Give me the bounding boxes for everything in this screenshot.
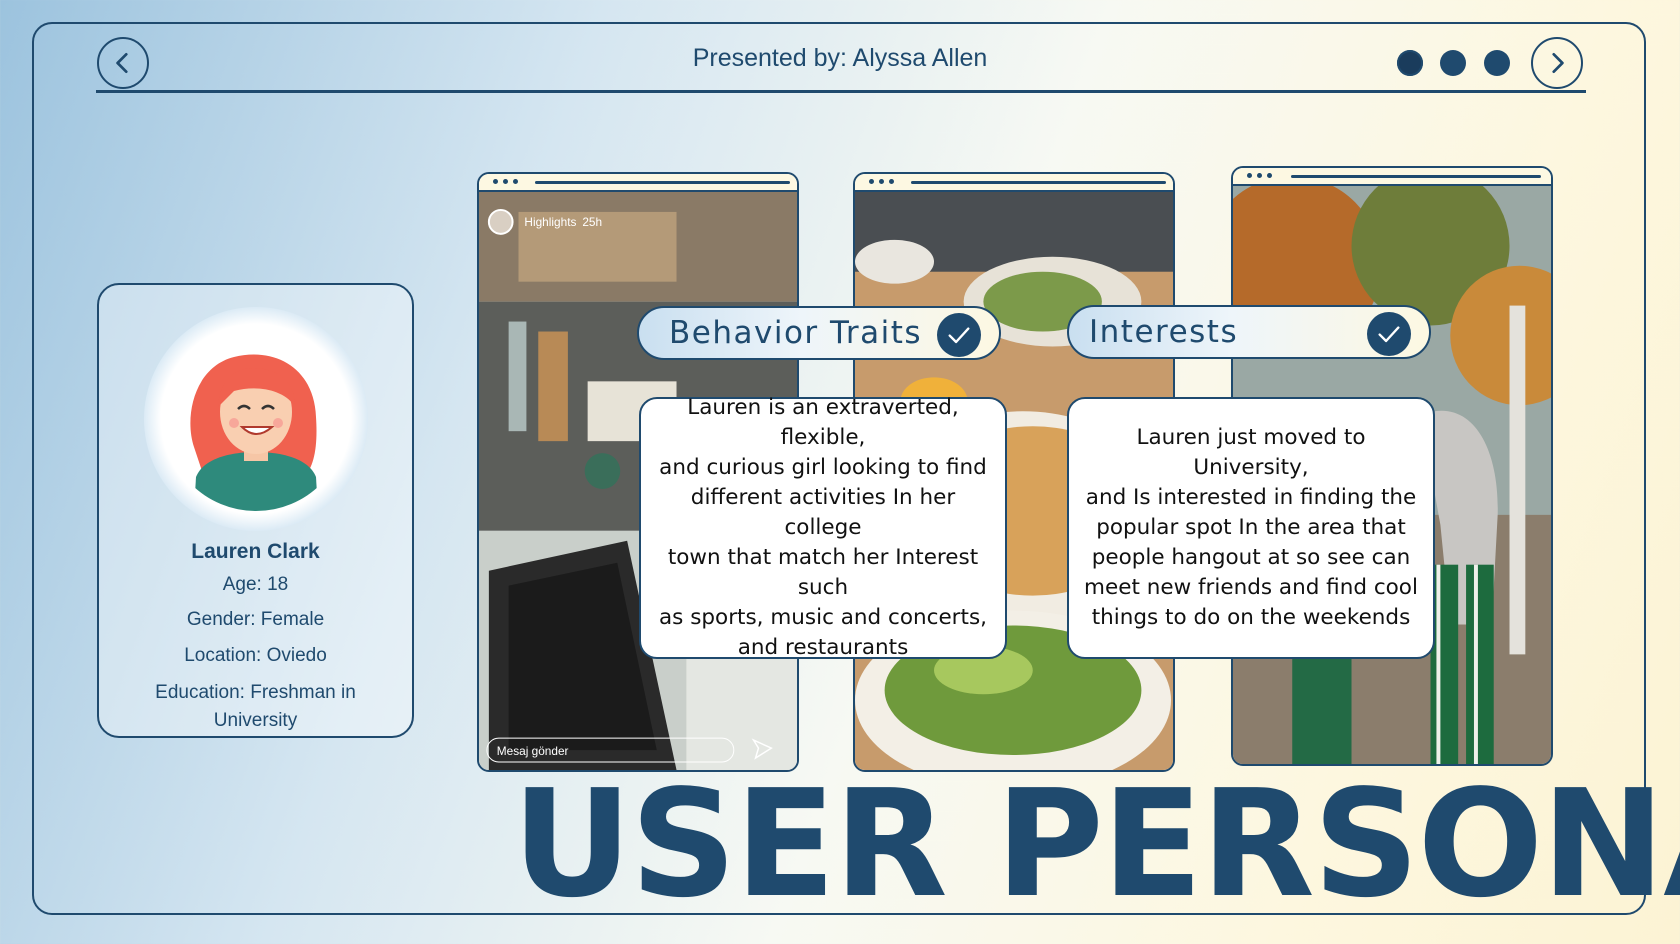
persona-education-cont: University	[213, 710, 298, 731]
persona-location: Location: Oviedo	[184, 645, 327, 666]
presenter-label: Presented by: Alyssa Allen	[692, 44, 988, 72]
interests-tag: Interests	[1067, 305, 1431, 359]
message-placeholder: Mesaj gönder	[497, 744, 569, 758]
behavior-traits-title: Behavior Traits	[669, 315, 923, 351]
interests-card: Lauren just moved to University, and Is i…	[1067, 397, 1435, 659]
interests-text: Lauren just moved to University, and Is i…	[1084, 425, 1418, 630]
behavior-traits-text: Lauren is an extraverted, flexible, and c…	[659, 395, 987, 660]
highlights-label: Highlights 25h	[524, 215, 602, 229]
page-dot-3[interactable]	[1484, 50, 1510, 76]
frame-toolbar	[479, 174, 797, 192]
frame-toolbar	[855, 174, 1173, 192]
previous-button[interactable]	[97, 37, 149, 89]
avatar-illustration	[190, 354, 318, 511]
persona-age: Age: 18	[222, 574, 289, 595]
header-divider	[96, 90, 1586, 93]
behavior-traits-tag: Behavior Traits	[637, 306, 1001, 360]
profile-card: Lauren Clark Age: 18 Gender: Female Loca…	[97, 283, 414, 738]
persona-education: Education: Freshman in	[155, 682, 356, 703]
interests-title: Interests	[1089, 314, 1239, 350]
next-button[interactable]	[1531, 37, 1583, 89]
avatar	[164, 327, 348, 511]
slide-frame	[32, 22, 1646, 915]
send-icon	[751, 738, 773, 760]
slide-title: USER PERSONA	[512, 758, 1680, 930]
avatar-ring	[144, 307, 368, 531]
check-icon	[1367, 312, 1411, 356]
persona-name: Lauren Clark	[191, 540, 320, 563]
check-icon	[937, 313, 981, 357]
chevron-left-icon	[116, 52, 128, 74]
frame-toolbar	[1233, 168, 1551, 186]
page-dot-1[interactable]	[1397, 50, 1423, 76]
page-dot-2[interactable]	[1440, 50, 1466, 76]
chevron-right-icon	[1552, 52, 1564, 74]
behavior-traits-card: Lauren is an extraverted, flexible, and c…	[639, 395, 1007, 660]
persona-gender: Gender: Female	[186, 609, 325, 630]
